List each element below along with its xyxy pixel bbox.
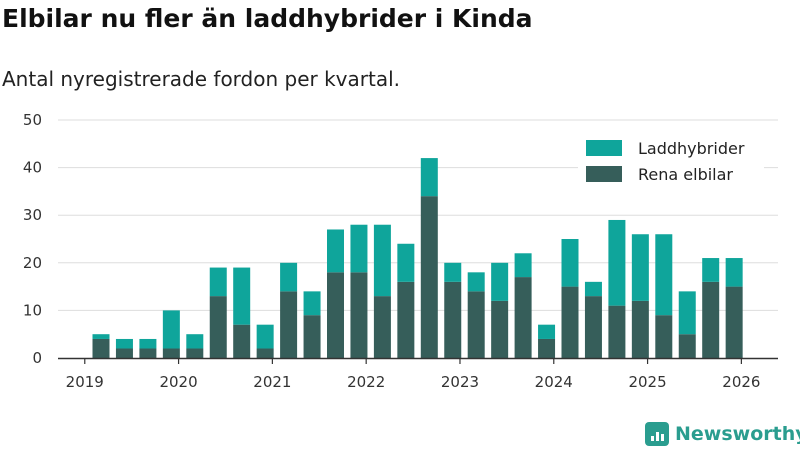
bar-laddhybrider-26 bbox=[702, 258, 720, 282]
bar-laddhybrider-5 bbox=[209, 267, 227, 297]
bar-laddhybrider-18 bbox=[514, 253, 532, 278]
bar-laddhybrider-24 bbox=[655, 234, 673, 316]
newsworthy-brand: Newsworthy bbox=[645, 420, 800, 448]
bar-elbilar-20 bbox=[561, 286, 579, 358]
newsworthy-logo-icon bbox=[645, 422, 669, 446]
bar-laddhybrider-22 bbox=[608, 219, 626, 306]
x-tick-label-2023: 2023 bbox=[441, 373, 479, 391]
bar-elbilar-3 bbox=[162, 348, 180, 358]
bar-laddhybrider-9 bbox=[303, 291, 321, 316]
bar-elbilar-5 bbox=[209, 296, 227, 358]
bar-elbilar-1 bbox=[115, 348, 133, 358]
bar-elbilar-0 bbox=[92, 338, 110, 358]
legend-swatch-0 bbox=[586, 140, 622, 156]
x-axis: 2019 2020 2021 2022 2023 2024 2025 2026 bbox=[58, 357, 778, 391]
bar-elbilar-18 bbox=[514, 277, 532, 358]
bar-laddhybrider-17 bbox=[491, 262, 509, 301]
bar-laddhybrider-10 bbox=[327, 229, 344, 273]
bar-elbilar-17 bbox=[491, 300, 509, 358]
bar-laddhybrider-0 bbox=[92, 334, 110, 339]
bars bbox=[92, 158, 743, 358]
bar-elbilar-10 bbox=[327, 272, 344, 358]
legend-label-0: Laddhybrider bbox=[638, 139, 745, 158]
bar-elbilar-27 bbox=[725, 286, 743, 358]
y-tick-label-40: 40 bbox=[23, 159, 42, 177]
bar-laddhybrider-21 bbox=[584, 281, 602, 297]
bar-elbilar-8 bbox=[280, 291, 298, 358]
bar-elbilar-19 bbox=[538, 338, 556, 358]
x-tick-label-2025: 2025 bbox=[628, 373, 666, 391]
bar-laddhybrider-23 bbox=[631, 234, 649, 301]
bar-laddhybrider-4 bbox=[186, 334, 204, 349]
bar-laddhybrider-14 bbox=[420, 158, 438, 197]
bar-elbilar-13 bbox=[397, 281, 415, 358]
bar-laddhybrider-15 bbox=[444, 262, 462, 282]
bar-elbilar-14 bbox=[420, 196, 438, 358]
chart-title: Elbilar nu fler än laddhybrider i Kinda bbox=[2, 4, 533, 33]
y-tick-label-10: 10 bbox=[23, 301, 42, 319]
bar-laddhybrider-1 bbox=[115, 338, 133, 349]
legend-swatch-1 bbox=[586, 166, 622, 182]
brand-name: Newsworthy bbox=[675, 423, 800, 445]
x-tick-label-2022: 2022 bbox=[347, 373, 385, 391]
bar-laddhybrider-11 bbox=[350, 224, 368, 273]
y-axis-ticks: 0 10 20 30 40 50 bbox=[23, 111, 42, 367]
bar-elbilar-16 bbox=[467, 291, 485, 358]
x-tick-label-2026: 2026 bbox=[722, 373, 760, 391]
bar-laddhybrider-16 bbox=[467, 272, 485, 292]
bar-laddhybrider-13 bbox=[397, 243, 415, 282]
bar-elbilar-2 bbox=[139, 348, 157, 358]
bar-laddhybrider-25 bbox=[678, 291, 696, 335]
bar-elbilar-15 bbox=[444, 281, 462, 358]
y-tick-label-0: 0 bbox=[32, 349, 42, 367]
bar-elbilar-23 bbox=[631, 300, 649, 358]
bar-elbilar-11 bbox=[350, 272, 368, 358]
x-tick-label-2020: 2020 bbox=[159, 373, 197, 391]
bar-laddhybrider-12 bbox=[373, 224, 391, 297]
bar-elbilar-12 bbox=[373, 296, 391, 358]
bar-laddhybrider-27 bbox=[725, 258, 743, 287]
bar-laddhybrider-6 bbox=[233, 267, 251, 325]
legend-label-1: Rena elbilar bbox=[638, 165, 733, 184]
legend: Laddhybrider Rena elbilar bbox=[578, 132, 764, 192]
bar-laddhybrider-8 bbox=[280, 262, 298, 292]
x-tick-label-2021: 2021 bbox=[253, 373, 291, 391]
bar-laddhybrider-19 bbox=[538, 324, 556, 339]
x-tick-label-2019: 2019 bbox=[66, 373, 104, 391]
bar-elbilar-6 bbox=[233, 324, 251, 358]
y-tick-label-20: 20 bbox=[23, 254, 42, 272]
bar-elbilar-25 bbox=[678, 334, 696, 358]
bar-laddhybrider-3 bbox=[162, 310, 180, 349]
bar-elbilar-24 bbox=[655, 315, 673, 358]
bar-elbilar-22 bbox=[608, 305, 626, 358]
y-tick-label-30: 30 bbox=[23, 206, 42, 224]
bar-laddhybrider-2 bbox=[139, 338, 157, 349]
bar-elbilar-7 bbox=[256, 348, 274, 358]
bar-laddhybrider-20 bbox=[561, 239, 579, 287]
bar-elbilar-21 bbox=[584, 296, 602, 358]
bar-elbilar-4 bbox=[186, 348, 204, 358]
y-tick-label-50: 50 bbox=[23, 111, 42, 129]
bar-laddhybrider-7 bbox=[256, 324, 274, 349]
chart-subtitle: Antal nyregistrerade fordon per kvartal. bbox=[2, 67, 401, 91]
x-tick-label-2024: 2024 bbox=[535, 373, 573, 391]
bar-elbilar-9 bbox=[303, 315, 321, 358]
bar-elbilar-26 bbox=[702, 281, 720, 358]
